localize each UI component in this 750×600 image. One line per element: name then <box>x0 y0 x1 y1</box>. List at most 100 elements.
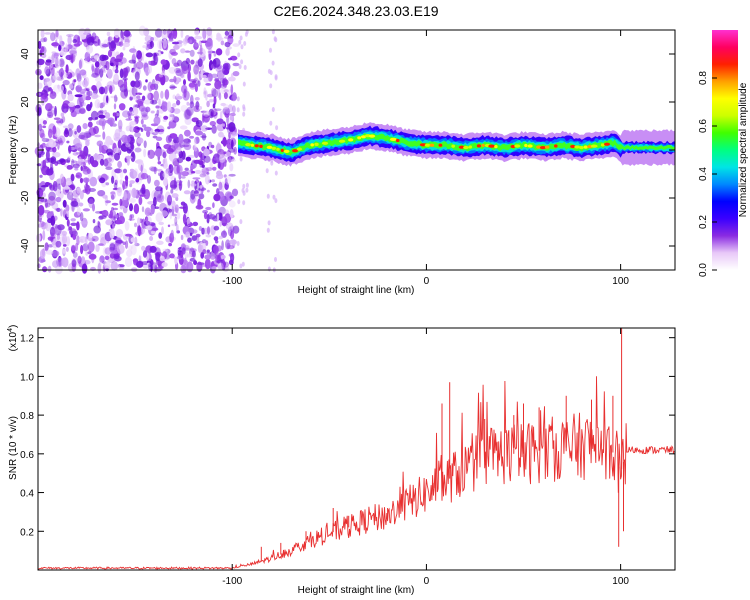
noise-speckle <box>146 225 153 231</box>
noise-speckle <box>205 90 208 101</box>
noise-speckle <box>203 155 211 163</box>
noise-speckle <box>78 156 82 165</box>
noise-speckle <box>266 227 270 233</box>
noise-speckle <box>113 216 116 227</box>
noise-speckle <box>207 48 213 54</box>
noise-speckle <box>69 50 77 55</box>
signal-hotspot <box>539 146 546 150</box>
spectrogram-axes: -100 0 100 -40 -20 0 20 40 <box>20 30 675 287</box>
noise-speckle <box>150 167 158 172</box>
noise-speckle <box>211 87 217 97</box>
noise-speckle <box>224 213 232 224</box>
noise-speckle <box>158 98 161 106</box>
signal-hotspot <box>254 144 259 148</box>
noise-speckle <box>62 199 67 208</box>
noise-speckle <box>171 223 177 227</box>
noise-speckle <box>123 67 129 77</box>
noise-speckle <box>79 88 86 94</box>
noise-speckle <box>274 170 278 176</box>
noise-speckle <box>239 156 243 162</box>
noise-speckle <box>122 168 127 174</box>
colorbar-gradient <box>712 30 738 270</box>
noise-speckle <box>125 142 131 148</box>
noise-speckle <box>153 131 159 135</box>
noise-speckle <box>113 254 120 260</box>
noise-speckle <box>109 210 114 219</box>
noise-speckle <box>124 220 130 231</box>
noise-speckle <box>194 97 200 101</box>
noise-speckle <box>198 151 203 158</box>
noise-speckle <box>87 241 95 253</box>
noise-speckle <box>222 66 230 75</box>
noise-speckle <box>216 32 221 40</box>
noise-speckle <box>99 158 105 166</box>
noise-speckle <box>70 173 75 182</box>
noise-speckle <box>177 157 184 164</box>
noise-speckle <box>205 40 213 50</box>
noise-speckle <box>123 191 127 202</box>
noise-speckle <box>97 110 104 116</box>
noise-speckle <box>161 75 169 83</box>
noise-speckle <box>100 86 104 95</box>
x-tick-label: 100 <box>612 276 629 287</box>
noise-speckle <box>158 221 164 226</box>
noise-speckle <box>181 150 186 160</box>
noise-speckle <box>195 233 201 238</box>
noise-speckle <box>211 124 217 134</box>
noise-speckle <box>76 187 81 194</box>
noise-speckle <box>227 37 234 44</box>
noise-speckle <box>267 220 271 226</box>
signal-hotspot <box>527 144 533 148</box>
noise-speckle <box>174 142 180 148</box>
noise-speckle <box>49 91 57 100</box>
noise-speckle <box>85 139 90 147</box>
noise-speckle <box>148 60 151 65</box>
noise-speckle <box>76 235 80 246</box>
noise-speckle <box>62 248 66 254</box>
x-tick-label: -100 <box>222 276 242 287</box>
noise-speckle <box>82 151 88 160</box>
noise-speckle <box>134 132 141 138</box>
noise-speckle <box>171 41 180 45</box>
y-tick-label: 20 <box>20 96 31 108</box>
noise-speckle <box>91 72 100 78</box>
spectrogram-y-axis-label: Frequency (Hz) <box>8 116 19 185</box>
noise-speckle <box>44 202 51 208</box>
noise-speckle <box>200 125 208 132</box>
x-tick-label: 100 <box>612 576 629 587</box>
noise-speckle <box>187 70 191 82</box>
noise-speckle <box>80 256 86 265</box>
noise-speckle <box>202 110 211 117</box>
noise-speckle <box>79 177 84 184</box>
noise-speckle <box>212 103 216 109</box>
snr-multiplier-base: (x10 <box>8 331 19 351</box>
noise-speckle <box>186 101 190 106</box>
noise-speckle <box>174 204 179 214</box>
noise-speckle <box>215 173 224 180</box>
noise-speckle <box>163 177 168 187</box>
noise-speckle <box>157 168 163 172</box>
noise-speckle <box>72 251 78 258</box>
noise-speckle <box>66 72 73 79</box>
noise-speckle <box>134 80 141 88</box>
noise-speckle <box>271 29 275 35</box>
noise-speckle <box>205 206 212 211</box>
noise-speckle <box>155 55 158 64</box>
noise-speckle <box>60 48 67 56</box>
noise-speckle <box>128 121 134 131</box>
noise-speckle <box>155 186 163 192</box>
noise-speckle <box>129 126 136 133</box>
noise-speckle <box>55 240 62 248</box>
noise-speckle <box>198 106 203 110</box>
noise-speckle <box>168 164 172 170</box>
noise-speckle <box>123 36 131 44</box>
noise-speckle <box>39 128 45 138</box>
noise-speckle <box>270 160 274 166</box>
noise-speckle <box>209 98 214 103</box>
noise-speckle <box>70 218 76 222</box>
noise-speckle <box>102 131 106 140</box>
noise-speckle <box>194 169 202 175</box>
noise-speckle <box>213 96 217 105</box>
noise-speckle <box>173 164 180 175</box>
noise-speckle <box>170 134 175 140</box>
